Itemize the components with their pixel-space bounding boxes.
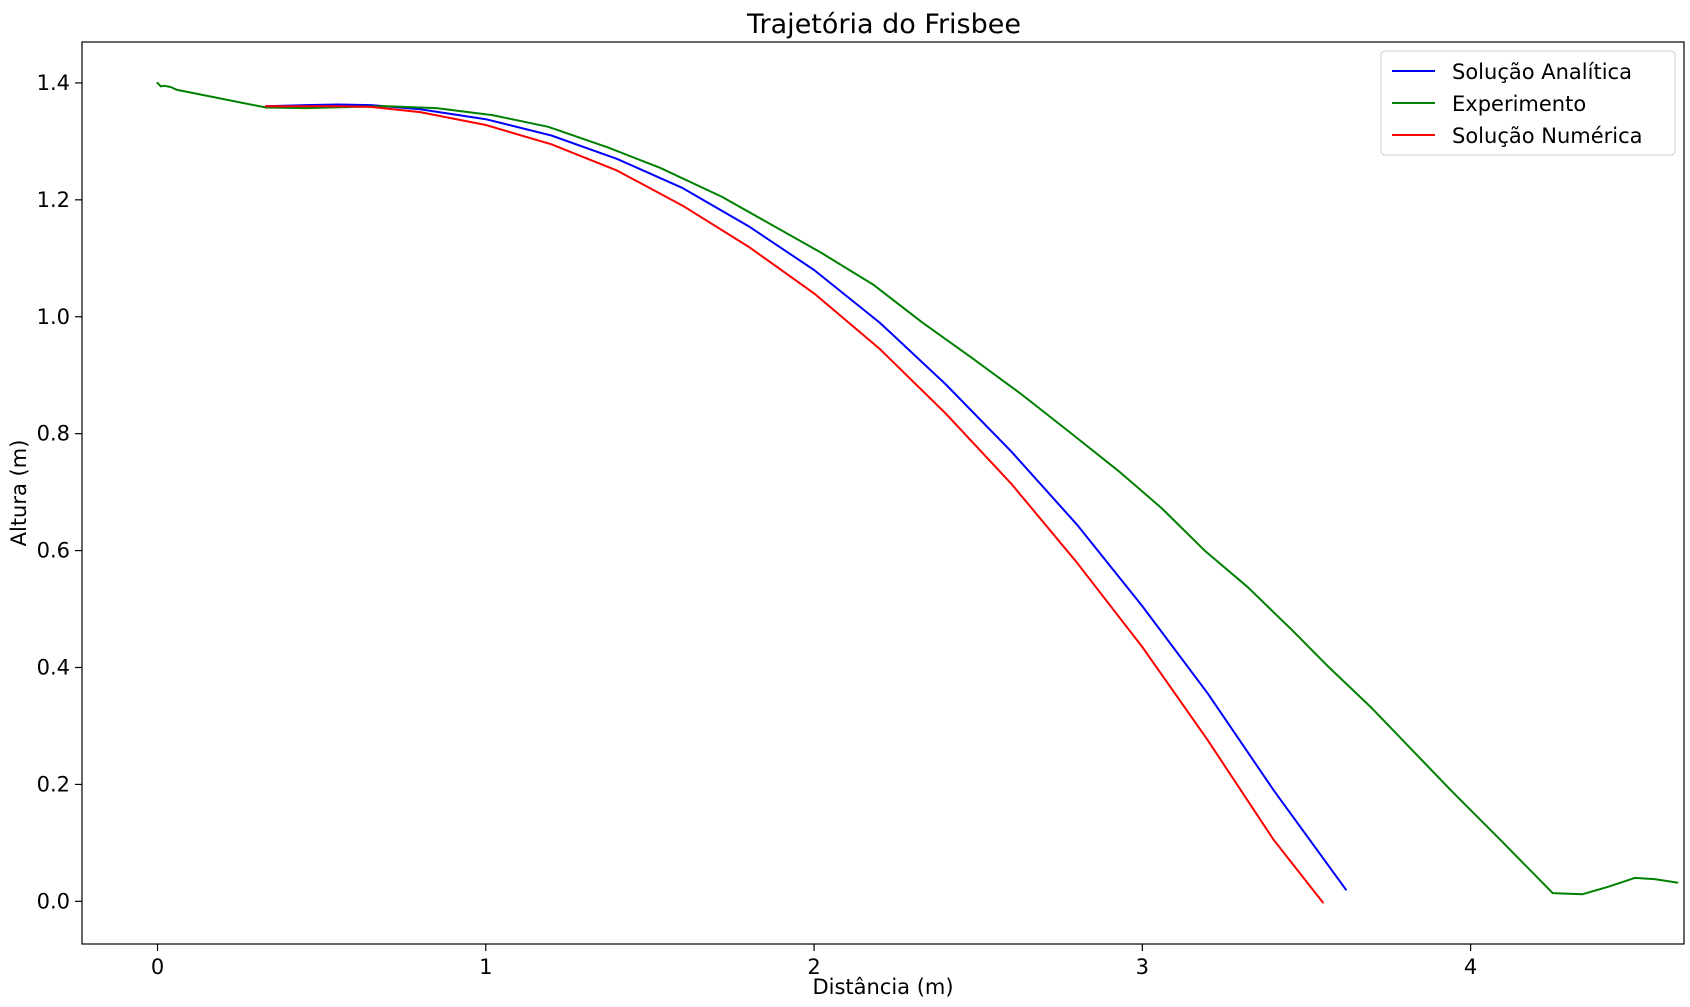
y-tick-label: 1.2 xyxy=(37,188,70,212)
series-line-1 xyxy=(264,103,1347,891)
y-tick-label: 0.0 xyxy=(37,889,70,913)
x-tick-label: 4 xyxy=(1464,955,1477,979)
y-axis-ticks: 0.0 0.2 0.4 0.6 0.8 1.0 1.2 1.4 xyxy=(37,71,82,913)
x-axis-label: Distância (m) xyxy=(812,975,953,999)
legend-label: Experimento xyxy=(1452,92,1586,116)
y-axis-label: Altura (m) xyxy=(7,440,31,547)
y-tick-label: 0.8 xyxy=(37,422,70,446)
chart-title: Trajetória do Frisbee xyxy=(746,9,1021,40)
series-line-2 xyxy=(156,81,1679,896)
x-axis-ticks: 0 1 2 3 4 xyxy=(151,944,1477,979)
series-line-3 xyxy=(264,105,1324,904)
y-tick-label: 1.4 xyxy=(37,71,70,95)
legend-label: Solução Numérica xyxy=(1452,124,1643,148)
series-lines xyxy=(156,81,1679,904)
y-tick-label: 0.4 xyxy=(37,655,70,679)
y-tick-label: 0.6 xyxy=(37,539,70,563)
x-tick-label: 3 xyxy=(1136,955,1149,979)
plot-area-frame xyxy=(81,41,1685,945)
legend-frame xyxy=(1380,50,1676,156)
x-tick-label: 0 xyxy=(151,955,164,979)
legend-label: Solução Analítica xyxy=(1452,60,1632,84)
y-tick-label: 1.0 xyxy=(37,305,70,329)
legend: Solução Analítica Experimento Solução Numé… xyxy=(1380,50,1676,156)
y-tick-label: 0.2 xyxy=(37,772,70,796)
x-tick-label: 2 xyxy=(807,955,820,979)
x-tick-label: 1 xyxy=(479,955,492,979)
